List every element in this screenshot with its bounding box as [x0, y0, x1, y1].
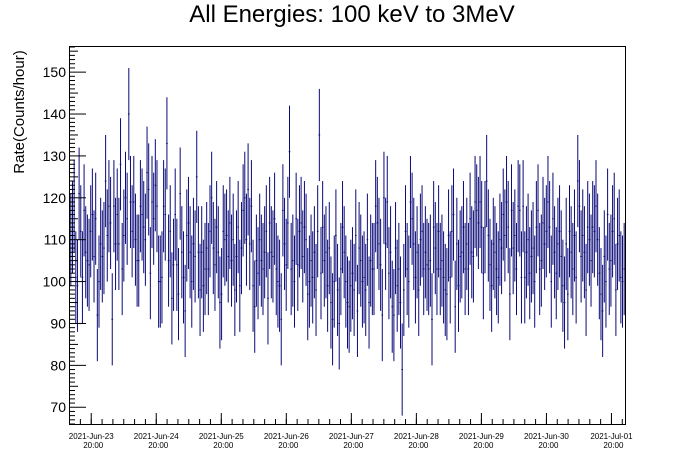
x-tick-date: 2021-Jun-23 [69, 432, 114, 441]
y-tick-label: 90 [50, 315, 66, 331]
x-tick-date: 2021-Jun-26 [264, 432, 309, 441]
y-tick-label: 100 [43, 274, 67, 290]
x-tick-time: 20:00 [408, 441, 429, 450]
y-tick-label: 80 [50, 357, 66, 373]
y-tick-label: 150 [43, 64, 67, 80]
x-tick-time: 20:00 [83, 441, 104, 450]
x-tick-time: 20:00 [148, 441, 169, 450]
x-tick-time: 20:00 [603, 441, 624, 450]
y-tick-label: 140 [43, 106, 67, 122]
x-tick-time: 20:00 [473, 441, 494, 450]
y-tick-label: 70 [50, 399, 66, 415]
y-tick-label: 130 [43, 148, 67, 164]
data-layer [70, 67, 625, 416]
x-tick-time: 20:00 [213, 441, 234, 450]
y-tick-label: 120 [43, 190, 67, 206]
x-tick-time: 20:00 [278, 441, 299, 450]
x-tick-date: 2021-Jun-28 [394, 432, 439, 441]
y-tick-label: 110 [44, 232, 67, 248]
x-tick-date: 2021-Jun-29 [459, 432, 504, 441]
plot-frame [69, 46, 626, 425]
y-axis: 70 80 90 100 110 120 130 140 150 [43, 46, 86, 425]
y-axis-label: Rate(Counts/hour) [11, 50, 28, 173]
x-tick-date: 2021-Jun-25 [199, 432, 244, 441]
x-tick-time: 20:00 [538, 441, 559, 450]
x-tick-date: 2021-Jun-27 [329, 432, 374, 441]
chart-title: All Energies: 100 keV to 3MeV [189, 1, 515, 28]
x-axis: 2021-Jun-2320:002021-Jun-2420:002021-Jun… [69, 413, 633, 450]
x-tick-date: 2021-Jun-24 [134, 432, 179, 441]
x-tick-time: 20:00 [343, 441, 364, 450]
x-tick-date: 2021-Jun-30 [524, 432, 569, 441]
x-tick-date: 2021-Jul-01 [590, 432, 633, 441]
